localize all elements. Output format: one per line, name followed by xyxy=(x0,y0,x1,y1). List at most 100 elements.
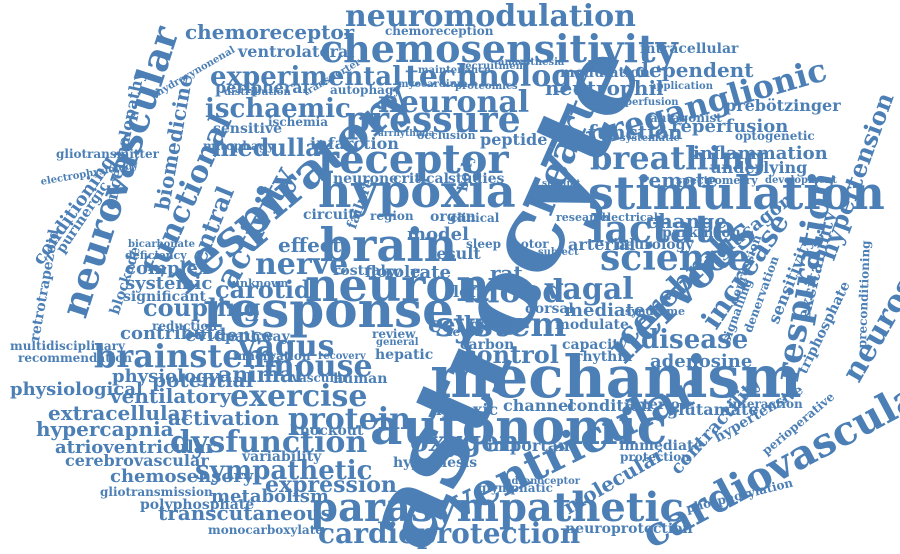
cloud-word: neurone xyxy=(333,171,399,187)
cloud-word: mouse xyxy=(263,349,373,384)
cloud-word: expression xyxy=(265,472,397,498)
cloud-word: immediate xyxy=(619,438,703,454)
cloud-word: dvmn xyxy=(470,317,513,333)
cloud-word: sleep xyxy=(466,237,501,251)
cloud-word: systematic xyxy=(620,133,680,144)
cloud-word: dependent xyxy=(635,58,754,82)
cloud-word: review xyxy=(372,327,416,341)
cloud-word: recovery xyxy=(318,351,366,362)
cloud-word: physiological xyxy=(10,379,143,400)
cloud-word: hypoxia xyxy=(318,164,516,218)
cloud-word: interaction xyxy=(728,397,803,411)
cloud-word: model xyxy=(407,224,469,245)
cloud-word: left xyxy=(453,282,484,301)
cloud-word: autonomic xyxy=(370,397,668,456)
cloud-word: protection xyxy=(620,450,691,464)
cloud-word: spectrometry xyxy=(676,174,758,187)
cloud-word: technology xyxy=(405,59,590,94)
cloud-word: myocardium xyxy=(398,79,468,90)
cloud-word: cerebrovascular xyxy=(65,451,209,470)
cloud-word: mediate xyxy=(564,300,646,321)
cloud-word: maintenance xyxy=(418,65,491,76)
cloud-word: ventrolateral xyxy=(238,42,355,61)
cloud-word: deficiency xyxy=(125,249,187,262)
cloud-word: knockout xyxy=(290,423,364,439)
cloud-word: brainstem xyxy=(94,337,277,375)
cloud-word: neuron xyxy=(305,258,490,312)
cloud-word: underlying xyxy=(710,158,808,177)
cloud-word: activation xyxy=(168,406,280,430)
cloud-word: chemoreception xyxy=(385,24,494,38)
cloud-word: adenosine xyxy=(650,351,753,372)
cloud-word: glutamate xyxy=(667,400,759,419)
cloud-word: organ xyxy=(430,209,476,225)
cloud-word: transcutaneous xyxy=(158,501,332,525)
cloud-word: monocarboxylate xyxy=(208,523,323,537)
cloud-word: ischaemic xyxy=(205,94,351,124)
cloud-word: peptide xyxy=(480,130,548,149)
cloud-word: retrotrapezoid xyxy=(27,228,63,343)
cloud-word: dorsal xyxy=(525,301,574,317)
cloud-word: medulla xyxy=(212,133,321,162)
cloud-word: circuit xyxy=(303,207,355,223)
cloud-word: hepatic xyxy=(375,347,434,363)
cloud-word: function xyxy=(588,120,683,144)
cloud-word: electrical xyxy=(600,211,658,224)
cloud-word: ischemia xyxy=(268,115,329,129)
cloud-word: variability xyxy=(242,449,322,465)
cloud-word: neuronal xyxy=(378,85,530,120)
cloud-word: research xyxy=(556,211,610,224)
cloud-word: chemoreceptor xyxy=(185,20,355,44)
cloud-word: potential xyxy=(152,368,254,392)
cloud-word: region xyxy=(370,209,414,223)
cloud-word: hypoxic xyxy=(430,400,499,419)
cloud-word: level xyxy=(448,325,480,339)
cloud-word: adrenoceptor xyxy=(505,476,581,487)
cloud-word: response xyxy=(203,280,454,339)
cloud-word: brain xyxy=(320,218,458,272)
cloud-word: cell xyxy=(428,312,473,338)
cloud-word: optogenetic xyxy=(735,129,815,143)
cloud-word: reduction xyxy=(152,319,218,333)
cloud-word: complex xyxy=(125,258,209,279)
cloud-word: significant xyxy=(123,289,206,305)
cloud-word: chemosensitivity xyxy=(320,26,678,71)
cloud-word: human xyxy=(333,371,388,387)
cloud-word: gliotransmission xyxy=(100,485,213,499)
cloud-word: modulation xyxy=(560,65,650,81)
cloud-word: science xyxy=(600,237,750,279)
cloud-word: pressure xyxy=(345,99,521,141)
cloud-word: sympathetic xyxy=(195,456,373,486)
cloud-word: capacity xyxy=(562,337,627,353)
cloud-word: general xyxy=(376,337,419,348)
cloud-word: bicarbonate xyxy=(128,239,196,250)
cloud-word: rhythm xyxy=(575,349,633,365)
cloud-word: studies xyxy=(448,171,505,187)
cloud-word: change xyxy=(646,209,727,233)
cloud-word: channel xyxy=(503,396,575,415)
cloud-word: application xyxy=(650,81,713,92)
cloud-word: disease xyxy=(641,325,749,355)
cloud-word: infarction xyxy=(310,134,399,153)
cloud-word: rat xyxy=(490,261,523,285)
cloud-word: unknown xyxy=(232,277,289,290)
cloud-word: flow xyxy=(365,262,402,281)
cloud-word: proteomics xyxy=(455,81,518,92)
cloud-word: nerve xyxy=(255,247,349,282)
cloud-word: prebötzinger xyxy=(725,96,841,115)
cloud-word: remote xyxy=(638,168,718,192)
cloud-word: neuromodulation xyxy=(345,0,636,34)
cloud-word: vagal xyxy=(545,272,634,307)
cloud-word: breathing xyxy=(590,139,767,177)
cloud-word: arterial xyxy=(568,235,636,254)
cloud-word: neuroprotection xyxy=(565,521,693,537)
cloud-word: experimental xyxy=(210,62,403,92)
cloud-word: animal xyxy=(218,362,303,388)
cloud-word: physiology xyxy=(112,366,219,387)
cloud-word: carotid xyxy=(215,275,311,304)
cloud-word: control xyxy=(462,340,559,369)
cloud-word: distribution xyxy=(224,87,291,98)
cloud-word: dysfunction xyxy=(170,425,368,460)
cloud-word: recommendation xyxy=(18,351,133,365)
cloud-word: preconditioning xyxy=(855,240,873,349)
